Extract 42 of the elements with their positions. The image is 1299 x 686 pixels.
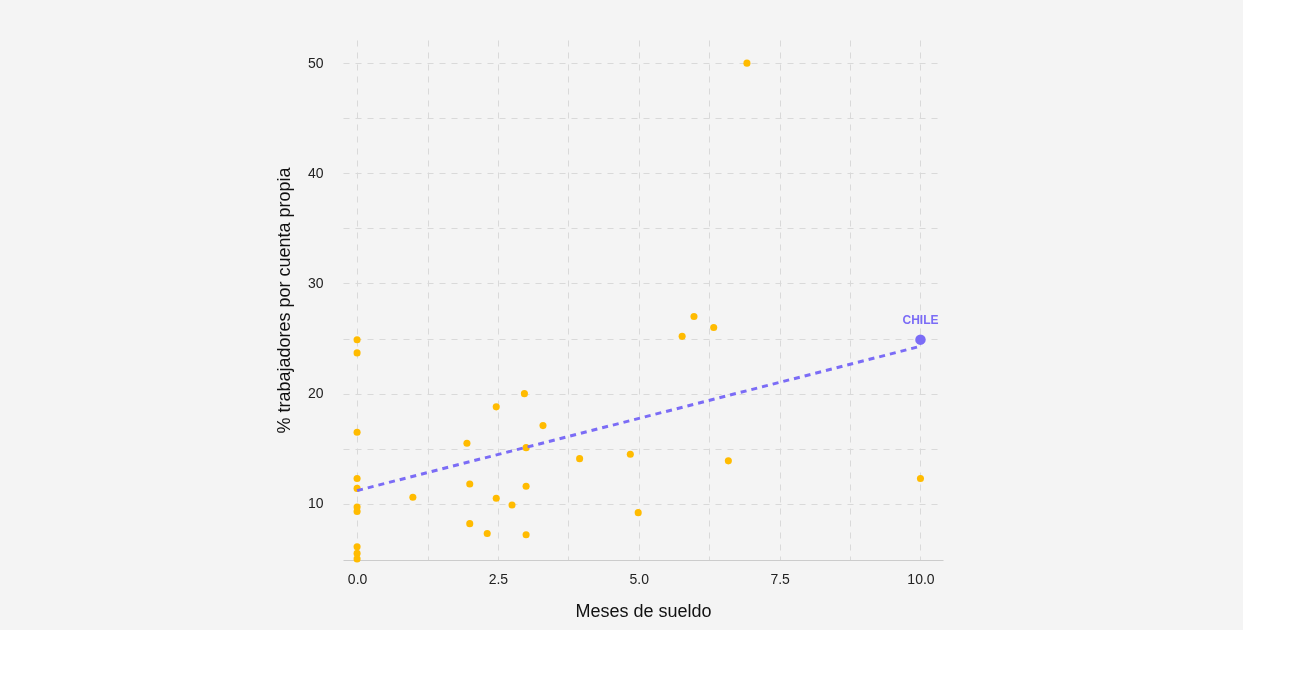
point xyxy=(353,508,361,516)
point xyxy=(409,493,417,501)
y-tick-label: 10 xyxy=(307,495,324,512)
x-tick-label: 7.5 xyxy=(770,570,791,587)
y-tick-label: 20 xyxy=(307,385,324,402)
point xyxy=(626,450,634,458)
point xyxy=(522,531,530,539)
point xyxy=(522,482,530,490)
point xyxy=(353,543,361,551)
point xyxy=(710,324,718,332)
point xyxy=(634,509,642,517)
point xyxy=(915,334,926,345)
point xyxy=(724,457,732,465)
x-tick-label: 5.0 xyxy=(629,570,650,587)
point xyxy=(353,428,361,436)
point xyxy=(690,313,698,321)
y-tick-label: 30 xyxy=(307,274,324,291)
point xyxy=(916,474,924,482)
point xyxy=(576,455,584,463)
point xyxy=(743,59,751,67)
point xyxy=(353,349,361,357)
x-axis-title: Meses de sueldo xyxy=(575,600,712,621)
y-tick-label: 50 xyxy=(307,54,324,71)
point xyxy=(353,555,361,563)
series-label: CHILE xyxy=(902,312,939,327)
point xyxy=(466,480,474,488)
x-tick-label: 2.5 xyxy=(488,570,509,587)
point xyxy=(678,332,686,340)
y-tick-label: 40 xyxy=(307,164,324,181)
point xyxy=(539,422,547,430)
point xyxy=(466,520,474,528)
point xyxy=(508,501,516,509)
point xyxy=(483,530,491,538)
point xyxy=(492,403,500,411)
x-tick-label: 0.0 xyxy=(347,570,368,587)
point xyxy=(353,474,361,482)
x-tick-label: 10.0 xyxy=(907,570,935,587)
y-axis-title: % trabajadores por cuenta propia xyxy=(273,166,294,434)
point xyxy=(463,439,471,447)
point xyxy=(520,390,528,398)
point xyxy=(492,494,500,502)
point xyxy=(353,336,361,344)
